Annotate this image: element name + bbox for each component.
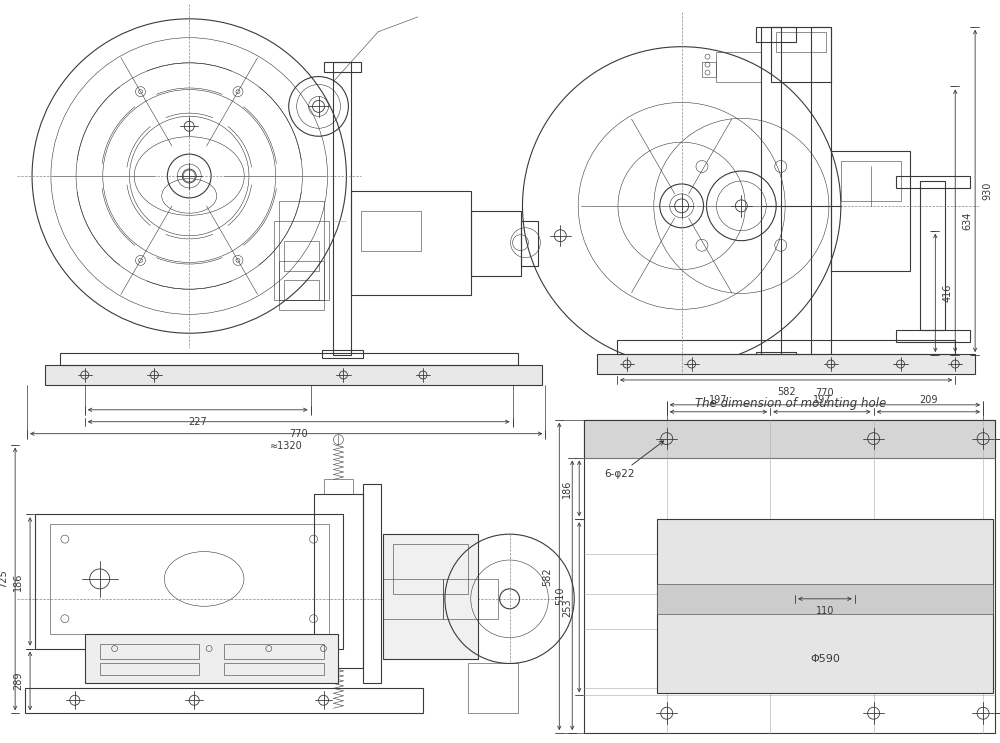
Text: 197: 197	[709, 395, 728, 405]
Bar	[756, 27, 796, 42]
Bar	[324, 62, 361, 71]
Bar	[702, 62, 716, 77]
Bar	[584, 420, 995, 458]
Bar	[831, 151, 910, 270]
Text: 289: 289	[13, 672, 23, 690]
Text: 197: 197	[813, 395, 831, 405]
Text: 770: 770	[289, 429, 308, 438]
Bar	[521, 221, 538, 265]
Bar	[716, 52, 761, 82]
Text: 186: 186	[562, 479, 572, 498]
Bar	[279, 201, 324, 300]
Text: 253: 253	[562, 598, 572, 617]
Bar	[60, 353, 518, 365]
Text: 582: 582	[542, 567, 552, 585]
Bar	[25, 688, 423, 713]
Bar	[896, 176, 970, 188]
Bar	[224, 663, 324, 675]
Bar	[657, 584, 993, 614]
Bar	[45, 365, 542, 385]
Bar	[393, 544, 468, 594]
Text: 582: 582	[777, 387, 795, 397]
Bar	[597, 354, 975, 374]
Bar	[100, 663, 199, 675]
Bar	[351, 191, 471, 296]
Bar	[383, 534, 478, 658]
Bar	[284, 241, 319, 270]
Bar	[85, 634, 338, 684]
Bar	[314, 494, 363, 669]
Bar	[333, 62, 351, 355]
Bar	[363, 484, 381, 684]
Text: 416: 416	[942, 284, 952, 302]
Bar	[811, 27, 831, 360]
Bar	[284, 280, 319, 300]
Bar	[35, 514, 343, 649]
Bar	[776, 32, 826, 52]
Bar	[617, 340, 955, 354]
Bar	[100, 643, 199, 658]
Text: Φ590: Φ590	[810, 654, 840, 663]
Bar	[279, 261, 324, 311]
Text: ≈1320: ≈1320	[270, 441, 303, 451]
Bar	[383, 579, 443, 619]
Bar	[361, 211, 421, 250]
Text: 227: 227	[188, 417, 207, 426]
Bar	[324, 479, 353, 494]
Text: 770: 770	[816, 388, 834, 398]
Bar	[443, 579, 498, 619]
Text: 110: 110	[816, 606, 834, 616]
Bar	[896, 330, 970, 343]
Text: 510: 510	[555, 586, 565, 605]
Bar	[761, 27, 781, 360]
Bar	[771, 27, 831, 82]
Text: 930: 930	[982, 182, 992, 200]
Bar	[224, 643, 324, 658]
Bar	[841, 161, 901, 201]
Bar	[756, 352, 796, 360]
Bar	[657, 519, 993, 693]
Bar	[322, 350, 363, 358]
Text: 186: 186	[13, 572, 23, 591]
Bar	[468, 663, 518, 713]
Text: 634: 634	[962, 212, 972, 230]
Bar	[274, 221, 329, 300]
Bar	[471, 211, 521, 276]
Text: The dimension of mounting hole: The dimension of mounting hole	[695, 397, 887, 410]
Bar	[584, 420, 995, 733]
Text: 6-φ22: 6-φ22	[604, 441, 664, 479]
Bar	[50, 525, 329, 634]
Bar	[920, 181, 945, 330]
Text: 725: 725	[0, 570, 8, 588]
Text: 209: 209	[919, 395, 938, 405]
